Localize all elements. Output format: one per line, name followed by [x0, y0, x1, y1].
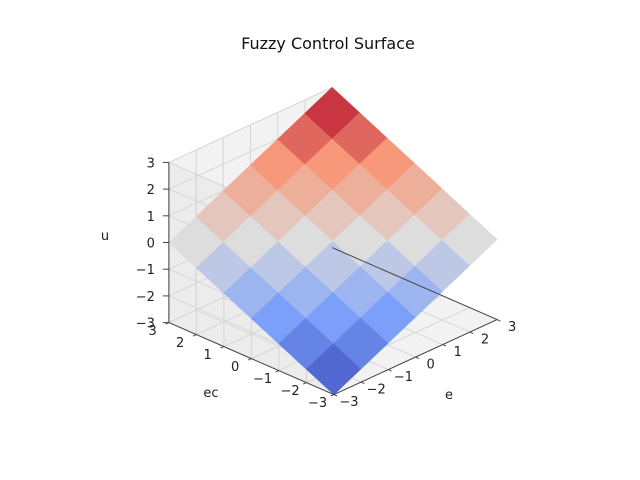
y-tick	[302, 382, 307, 385]
x-tick	[333, 394, 338, 397]
x-tick	[415, 356, 419, 359]
z-tick-label: 0	[147, 237, 155, 252]
y-tick-label: −3	[308, 396, 327, 411]
x-tick	[388, 369, 392, 372]
y-tick-label: −1	[253, 372, 272, 387]
back-grid-u	[168, 86, 333, 163]
z-tick-label: −3	[136, 317, 155, 332]
x-tick	[469, 331, 474, 334]
x-axis-label: e	[445, 388, 453, 403]
y-tick-label: 2	[176, 336, 184, 351]
z-tick-label: 3	[147, 156, 155, 171]
z-axis-label: u	[101, 229, 109, 244]
x-tick-label: −1	[394, 370, 413, 385]
y-axis-label: ec	[203, 386, 218, 401]
x-tick-label: 2	[481, 333, 489, 348]
z-tick-label: −1	[136, 263, 155, 278]
x-tick	[496, 319, 501, 322]
y-axis-line-back	[331, 247, 498, 321]
y-tick	[330, 394, 335, 397]
z-tick-label: 1	[147, 210, 155, 225]
y-tick-label: −2	[281, 384, 300, 399]
y-tick	[247, 358, 252, 361]
x-tick	[442, 344, 447, 347]
y-tick	[192, 334, 197, 337]
surface	[168, 86, 498, 396]
surface-cell-5-0	[441, 213, 498, 266]
x-tick-label: −3	[339, 395, 358, 410]
y-tick	[220, 346, 225, 349]
x-tick-label: 1	[454, 345, 462, 360]
z-tick-label: −2	[136, 290, 155, 305]
chart-title: Fuzzy Control Surface	[241, 34, 415, 53]
y-tick-label: 3	[148, 324, 156, 339]
z-tick-label: 2	[147, 183, 155, 198]
x-tick-label: 0	[426, 358, 434, 373]
x-tick-label: 3	[508, 320, 516, 335]
x-tick-label: −2	[367, 383, 386, 398]
y-tick-label: 1	[203, 348, 211, 363]
y-tick	[275, 370, 280, 373]
x-tick	[360, 381, 365, 384]
y-tick-label: 0	[231, 360, 239, 375]
